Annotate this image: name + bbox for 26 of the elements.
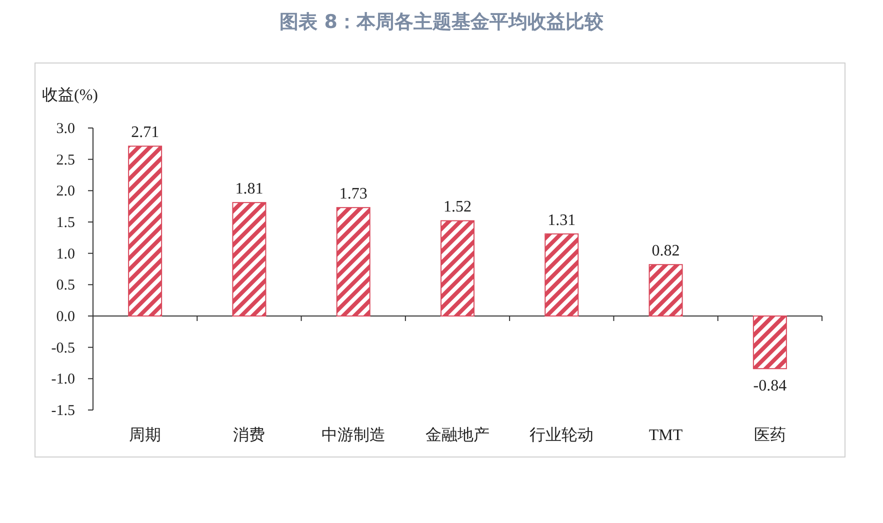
chart-title: 图表 8：本周各主题基金平均收益比较 (280, 11, 604, 33)
data-label: 2.71 (131, 124, 160, 142)
data-label: 1.81 (235, 180, 264, 198)
y-tick-label: 2.0 (56, 184, 75, 200)
x-tick-label: 行业轮动 (530, 426, 594, 444)
data-label: 1.73 (339, 186, 368, 203)
y-tick-label: -0.5 (51, 340, 75, 356)
y-tick-label: -1.0 (51, 372, 75, 388)
y-tick-label: 1.0 (56, 246, 75, 262)
data-label: 1.31 (548, 212, 576, 229)
x-tick-label: 金融地产 (426, 426, 490, 444)
x-tick-label: 周期 (129, 426, 162, 444)
y-tick-label: 0.0 (56, 309, 75, 325)
data-label: -0.84 (753, 378, 787, 395)
y-axis-title: 收益(%) (42, 86, 98, 104)
y-tick-label: 1.5 (56, 215, 75, 231)
x-tick-label: 消费 (233, 426, 266, 444)
y-tick-label: -1.5 (51, 403, 75, 419)
y-tick-label: 2.5 (56, 152, 75, 168)
data-label: 1.52 (444, 198, 472, 216)
y-tick-label: 3.0 (56, 121, 75, 137)
x-tick-label: 医药 (754, 426, 786, 444)
x-tick-label: 中游制造 (321, 426, 386, 444)
x-tick-label: TMT (648, 427, 683, 444)
y-tick-label: 0.5 (56, 278, 75, 294)
data-label: 0.82 (652, 242, 680, 260)
